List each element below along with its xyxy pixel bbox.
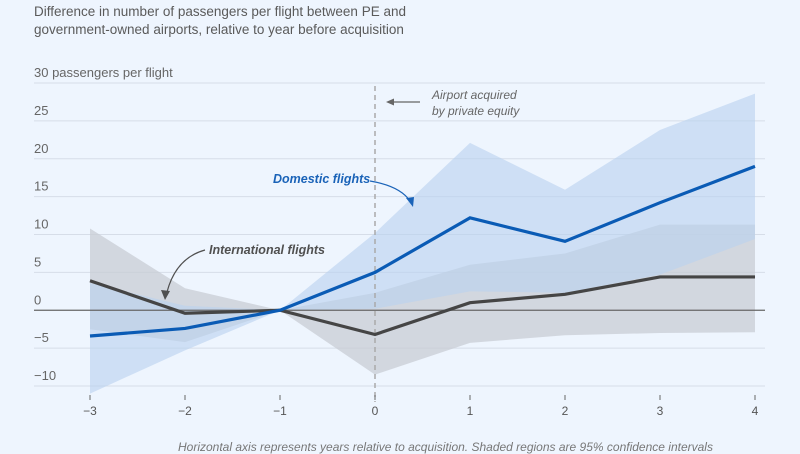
international-flights-label: International flights [209, 243, 325, 257]
y-tick-label: 20 [34, 141, 48, 156]
x-tick-label: −2 [178, 404, 192, 418]
y-tick-label: 30 passengers per flight [34, 65, 173, 80]
acquisition-label-line1: Airport acquired [431, 88, 517, 102]
y-tick-label: 5 [34, 254, 41, 269]
arrowhead-icon [386, 99, 394, 106]
x-tick-label: −1 [273, 404, 287, 418]
x-tick-label: 4 [752, 404, 759, 418]
x-tick-label: 2 [562, 404, 569, 418]
chart-footnote: Horizontal axis represents years relativ… [178, 440, 713, 454]
x-tick-label: −3 [83, 404, 97, 418]
y-tick-label: −10 [34, 368, 56, 383]
domestic-flights-label: Domestic flights [273, 172, 370, 186]
x-tick-label: 3 [657, 404, 664, 418]
acquisition-label-line2: by private equity [432, 104, 520, 118]
domestic-annotation: Domestic flights [273, 172, 414, 207]
y-tick-label: 0 [34, 292, 41, 307]
y-tick-label: 25 [34, 103, 48, 118]
y-tick-label: 15 [34, 179, 48, 194]
curved-arrow-icon [370, 181, 410, 201]
y-tick-label: 10 [34, 217, 48, 232]
x-tick-label: 1 [467, 404, 474, 418]
x-tick-label: 0 [372, 404, 379, 418]
x-axis: −3 −2 −1 0 1 2 3 4 [83, 395, 759, 418]
acquisition-annotation: Airport acquired by private equity [386, 88, 520, 118]
y-tick-label: −5 [34, 330, 49, 345]
